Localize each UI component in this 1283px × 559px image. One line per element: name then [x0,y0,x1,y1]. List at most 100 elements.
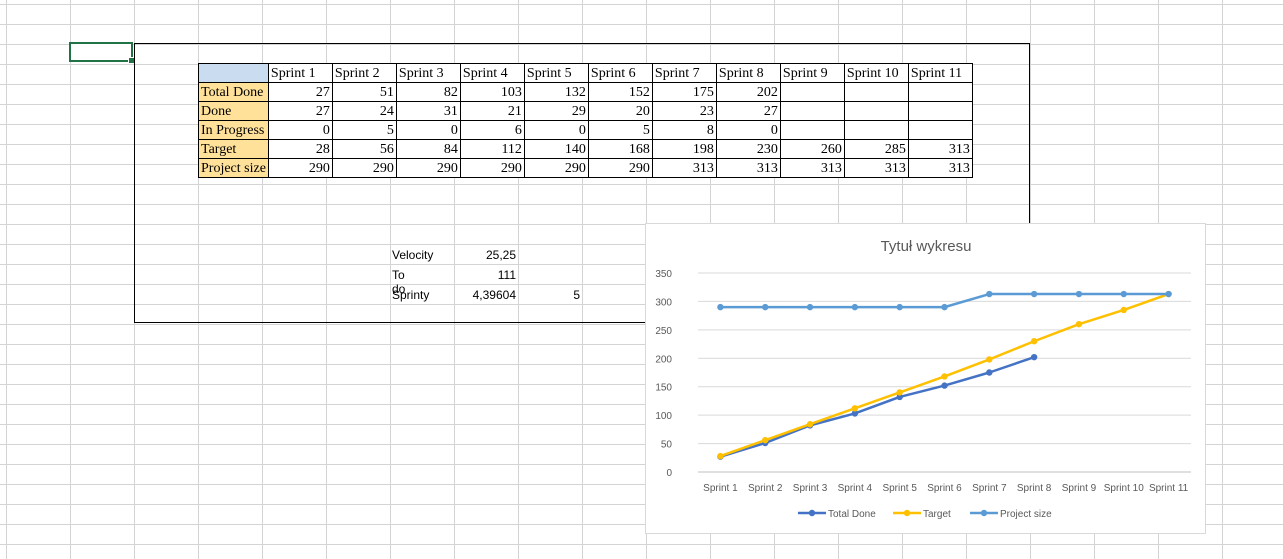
series-point[interactable] [717,452,724,460]
series-point[interactable] [806,303,814,311]
table-cell[interactable]: 112 [459,139,525,159]
series-point[interactable] [717,303,724,311]
table-cell[interactable]: 313 [651,158,717,178]
table-cell[interactable]: 84 [395,139,461,159]
table-cell[interactable]: 198 [651,139,717,159]
series-point[interactable] [896,303,903,311]
table-cell[interactable]: 313 [843,158,909,178]
column-header-cell[interactable]: Sprint 3 [395,63,461,83]
column-header-cell[interactable]: Sprint 7 [651,63,717,83]
burnup-chart[interactable]: Tytuł wykresu 0 50 100 150 200 250 300 350 Sprint… [645,223,1206,534]
series-point[interactable] [941,382,948,389]
series-point[interactable] [1075,290,1083,298]
series-point[interactable] [762,303,769,311]
series-point[interactable] [1120,290,1127,298]
table-cell[interactable]: 313 [907,158,973,178]
column-header-cell[interactable]: Sprint 11 [907,63,973,83]
series-point[interactable] [851,405,859,412]
active-cell-selection[interactable] [69,42,135,64]
metric-label[interactable]: Sprinty [392,288,430,302]
column-header-cell[interactable]: Sprint 10 [843,63,909,83]
table-cell[interactable]: 27 [267,82,333,102]
row-label-cell[interactable]: Total Done [198,82,269,102]
table-cell[interactable] [843,101,909,121]
series-point[interactable] [762,436,769,444]
series-point[interactable] [986,290,993,298]
table-corner-cell[interactable] [198,63,269,83]
table-cell[interactable]: 290 [267,158,333,178]
metric-extra-value[interactable]: 5 [573,288,580,302]
table-cell[interactable]: 202 [715,82,781,102]
column-header-cell[interactable]: Sprint 9 [779,63,845,83]
column-header-cell[interactable]: Sprint 5 [523,63,589,83]
table-cell[interactable]: 21 [459,101,525,121]
series-point[interactable] [896,393,903,401]
metric-value[interactable]: 111 [497,268,516,282]
table-cell[interactable]: 290 [331,158,397,178]
table-cell[interactable]: 230 [715,139,781,159]
table-cell[interactable]: 29 [523,101,589,121]
legend-label[interactable]: Target [923,509,951,520]
series-point[interactable] [1030,353,1038,361]
table-cell[interactable]: 168 [587,139,653,159]
series-line[interactable] [720,355,1035,458]
table-cell[interactable]: 5 [331,120,397,140]
table-cell[interactable]: 6 [459,120,525,140]
column-header-cell[interactable]: Sprint 1 [267,63,333,83]
series-point[interactable] [1030,290,1038,298]
metric-label[interactable]: To do [392,268,406,296]
row-label-cell[interactable]: Project size [198,158,269,178]
table-cell[interactable]: 0 [395,120,461,140]
series-point[interactable] [851,303,859,311]
table-cell[interactable]: 290 [523,158,589,178]
column-header-cell[interactable]: Sprint 2 [331,63,397,83]
series-point[interactable] [1165,290,1172,298]
series-point[interactable] [851,410,859,417]
series-point[interactable] [806,421,814,428]
table-cell[interactable] [843,82,909,102]
table-cell[interactable]: 51 [331,82,397,102]
table-cell[interactable]: 31 [395,101,461,121]
legend-label[interactable]: Project size [1000,509,1052,520]
table-cell[interactable]: 152 [587,82,653,102]
table-cell[interactable]: 8 [651,120,717,140]
table-cell[interactable]: 82 [395,82,461,102]
table-cell[interactable]: 27 [715,101,781,121]
table-cell[interactable]: 20 [587,101,653,121]
series-point[interactable] [1030,338,1038,345]
series-point[interactable] [986,356,993,363]
table-cell[interactable]: 313 [715,158,781,178]
table-cell[interactable]: 5 [587,120,653,140]
column-header-cell[interactable]: Sprint 4 [459,63,525,83]
series-point[interactable] [986,369,993,376]
column-header-cell[interactable]: Sprint 8 [715,63,781,83]
table-cell[interactable]: 313 [779,158,845,178]
metric-value[interactable]: 25,25 [485,248,516,262]
series-point[interactable] [1075,320,1083,328]
table-cell[interactable]: 0 [523,120,589,140]
table-cell[interactable]: 56 [331,139,397,159]
table-cell[interactable]: 28 [267,139,333,159]
table-cell[interactable]: 313 [907,139,973,159]
metric-label[interactable]: Velocity [392,248,434,262]
table-cell[interactable] [907,82,973,102]
table-cell[interactable] [779,101,845,121]
series-point[interactable] [1120,306,1127,314]
table-cell[interactable]: 175 [651,82,717,102]
table-cell[interactable]: 290 [459,158,525,178]
table-cell[interactable]: 27 [267,101,333,121]
table-cell[interactable]: 285 [843,139,909,159]
column-header-cell[interactable]: Sprint 6 [587,63,653,83]
table-cell[interactable] [843,120,909,140]
table-cell[interactable]: 23 [651,101,717,121]
table-cell[interactable]: 24 [331,101,397,121]
table-cell[interactable]: 132 [523,82,589,102]
table-cell[interactable]: 260 [779,139,845,159]
row-label-cell[interactable]: Done [198,101,269,121]
table-cell[interactable]: 0 [715,120,781,140]
table-cell[interactable] [779,120,845,140]
metric-value[interactable]: 4,39604 [472,288,516,302]
legend-label[interactable]: Total Done [828,509,876,520]
table-cell[interactable]: 290 [587,158,653,178]
row-label-cell[interactable]: Target [198,139,269,159]
